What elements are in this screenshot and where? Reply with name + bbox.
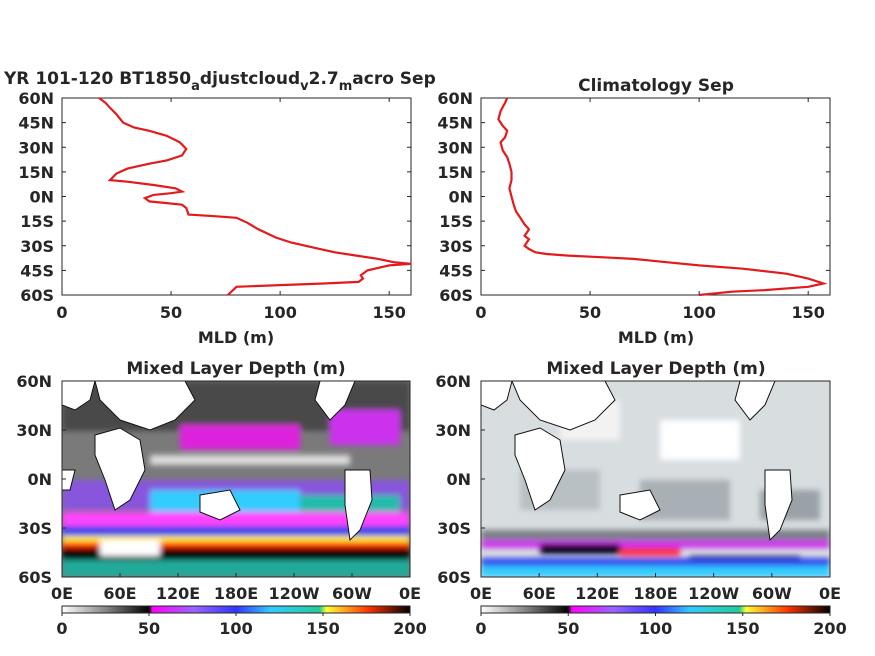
panel-top-right: Climatology Sep MLD (m) [480,76,831,347]
map-y-tick-label: 60N [435,372,471,391]
map-y-tick-label: 0N [446,470,471,489]
x-tick-label: 100 [682,303,715,322]
map-x-tick-label: 120W [268,584,319,603]
colorbar-tick-label: 50 [138,619,160,638]
colorbar-tick-label: 100 [219,619,252,638]
y-tick-label: 30N [18,138,54,157]
xlabel-top-left: MLD (m) [198,328,274,347]
heatmap-bottom-left [62,381,410,577]
y-tick-label: 60S [20,286,54,305]
x-tick-label: 100 [263,303,296,322]
colorbar-tick-label: 100 [639,619,672,638]
map-x-tick-label: 60W [332,584,372,603]
line-plot-top-left [98,97,412,296]
axes-frame-top-left [61,97,412,296]
map-x-tick-label: 60E [523,584,556,603]
map-y-tick-label: 30S [437,519,471,538]
map-x-tick-label: 60W [752,584,792,603]
y-tick-label: 45S [20,261,54,280]
x-tick-label: 150 [372,303,405,322]
map-x-tick-label: 120E [156,584,200,603]
y-tick-label: 30S [439,237,473,256]
heatmap-bottom-right [481,381,830,577]
map-y-tick-label: 30N [435,421,471,440]
y-tick-label: 60S [439,286,473,305]
series-line-0 [98,97,412,296]
colorbar-tick-label: 150 [306,619,339,638]
map-y-tick-label: 30N [16,421,52,440]
x-tick-label: 150 [791,303,824,322]
map-x-tick-label: 60E [103,584,136,603]
y-tick-label: 45N [437,114,473,133]
map-y-tick-label: 60S [18,568,52,587]
y-tick-label: 15N [18,163,54,182]
title-top-left: YR 101-120 BT1850adjustcloudv2.7macro Se… [3,69,436,94]
colorbar-bottom-right [480,605,831,614]
panel-top-left: YR 101-120 BT1850adjustcloudv2.7macro Se… [3,69,436,347]
y-tick-label: 15S [20,212,54,231]
map-x-tick-label: 0E [51,584,73,603]
colorbar-tick-label: 200 [813,619,846,638]
x-tick-label: 50 [579,303,601,322]
colorbar-tick-label: 150 [726,619,759,638]
panel-bottom-left: Mixed Layer Depth (m) [61,359,411,614]
map-x-tick-label: 0E [399,584,421,603]
colorbar-bottom-left [61,605,411,614]
map-x-tick-label: 0E [819,584,841,603]
y-tick-label: 60N [437,89,473,108]
colorbar-tick-label: 0 [56,619,67,638]
panel-bottom-right: Mixed Layer Depth (m) [480,359,831,614]
y-tick-label: 15S [439,212,473,231]
x-tick-label: 50 [160,303,182,322]
series-line-0 [497,97,828,297]
map-y-tick-label: 0N [27,470,52,489]
title-bottom-right: Mixed Layer Depth (m) [546,359,765,379]
map-x-tick-label: 0E [470,584,492,603]
map-x-tick-label: 120E [575,584,619,603]
map-x-tick-label: 120W [688,584,739,603]
y-tick-label: 30S [20,237,54,256]
map-y-tick-label: 60N [16,372,52,391]
colorbar-tick-label: 0 [475,619,486,638]
y-tick-label: 45N [18,114,54,133]
map-y-tick-label: 60S [437,568,471,587]
y-tick-label: 30N [437,138,473,157]
line-plot-top-right [497,97,828,297]
axes-frame-top-right [480,97,831,296]
map-y-tick-label: 30S [18,519,52,538]
y-tick-label: 0N [29,188,54,207]
map-x-tick-label: 180E [214,584,258,603]
xlabel-top-right: MLD (m) [618,328,694,347]
title-bottom-left: Mixed Layer Depth (m) [126,359,345,379]
colorbar-tick-label: 50 [557,619,579,638]
y-tick-label: 45S [439,261,473,280]
title-top-right: Climatology Sep [578,76,734,96]
y-tick-label: 0N [448,188,473,207]
x-tick-label: 0 [56,303,67,322]
colorbar-tick-label: 200 [393,619,426,638]
y-tick-label: 60N [18,89,54,108]
y-tick-label: 15N [437,163,473,182]
map-x-tick-label: 180E [633,584,677,603]
x-tick-label: 0 [475,303,486,322]
